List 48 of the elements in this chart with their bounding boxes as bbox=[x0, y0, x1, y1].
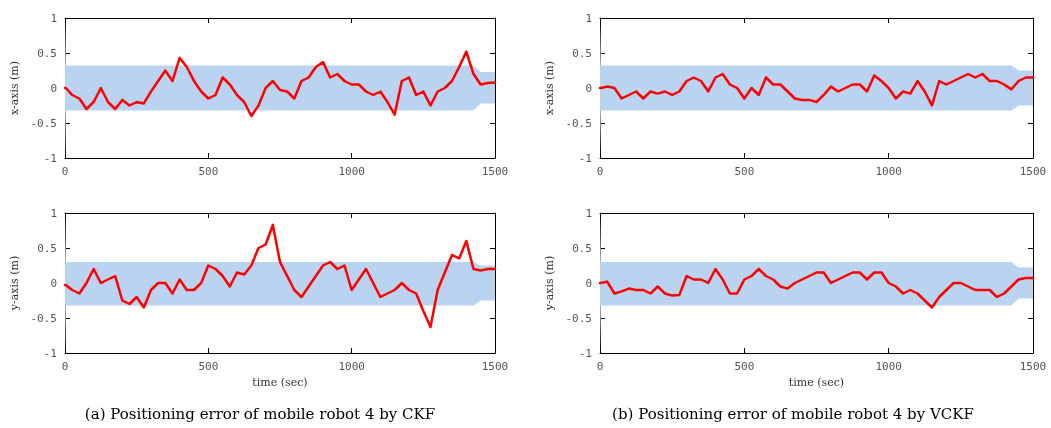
x-axis-title: time (sec) bbox=[252, 376, 308, 389]
y-axis-title: x-axis (m) bbox=[542, 60, 556, 116]
y-tick-label: 0 bbox=[50, 81, 57, 95]
x-tick-label: 0 bbox=[596, 360, 604, 373]
x-tick-label: 1000 bbox=[875, 165, 902, 178]
line-series bbox=[598, 267, 1035, 309]
x-tick-label: 1500 bbox=[481, 165, 509, 178]
line-series bbox=[63, 50, 497, 118]
y-axis-title: y-axis (m) bbox=[542, 255, 556, 312]
x-tick-label: 500 bbox=[734, 165, 755, 178]
y-tick-label: 0 bbox=[585, 81, 592, 95]
x-axis-title: time (sec) bbox=[788, 376, 845, 389]
x-tick-label: 1000 bbox=[338, 165, 365, 178]
y-tick-label: 1 bbox=[50, 11, 57, 25]
x-tick-label: 0 bbox=[61, 360, 69, 373]
x-tick-label: 500 bbox=[198, 165, 219, 178]
y-axis-title: y-axis (m) bbox=[7, 255, 21, 312]
y-tick-label: 1 bbox=[585, 11, 592, 25]
x-tick-label: 1500 bbox=[1019, 165, 1047, 178]
y-tick-label: 1 bbox=[585, 206, 592, 220]
y-tick-label: 0.5 bbox=[572, 46, 592, 60]
y-tick-label: -0.5 bbox=[565, 311, 592, 325]
x-tick-label: 1000 bbox=[875, 360, 902, 373]
x-tick-label: 1500 bbox=[481, 360, 509, 373]
y-tick-label: -1 bbox=[43, 346, 57, 360]
x-tick-label: 0 bbox=[596, 165, 604, 178]
y-tick-label: 0 bbox=[585, 276, 592, 290]
y-tick-label: 0 bbox=[50, 276, 57, 290]
y-tick-label: -1 bbox=[578, 151, 592, 165]
x-tick-label: 1500 bbox=[1019, 360, 1047, 373]
y-tick-label: 0.5 bbox=[37, 241, 57, 255]
x-tick-label: 500 bbox=[198, 360, 219, 373]
y-tick-label: -0.5 bbox=[565, 116, 592, 130]
x-tick-label: 1000 bbox=[338, 360, 365, 373]
text: (b) Positioning error of mobile robot 4 by VCKF bbox=[612, 404, 974, 423]
y-tick-label: 1 bbox=[50, 206, 57, 220]
y-tick-label: -0.5 bbox=[30, 311, 57, 325]
x-tick-label: 500 bbox=[734, 360, 755, 373]
line-series bbox=[63, 223, 497, 329]
y-tick-label: 0.5 bbox=[37, 46, 57, 60]
y-tick-label: -1 bbox=[43, 151, 57, 165]
text: (a) Positioning error of mobile robot 4 by CKF bbox=[84, 404, 436, 423]
y-axis-title: x-axis (m) bbox=[7, 60, 21, 116]
y-tick-label: -0.5 bbox=[30, 116, 57, 130]
x-tick-label: 0 bbox=[61, 165, 69, 178]
y-tick-label: 0.5 bbox=[572, 241, 592, 255]
y-tick-label: -1 bbox=[578, 346, 592, 360]
line-series bbox=[598, 72, 1035, 107]
